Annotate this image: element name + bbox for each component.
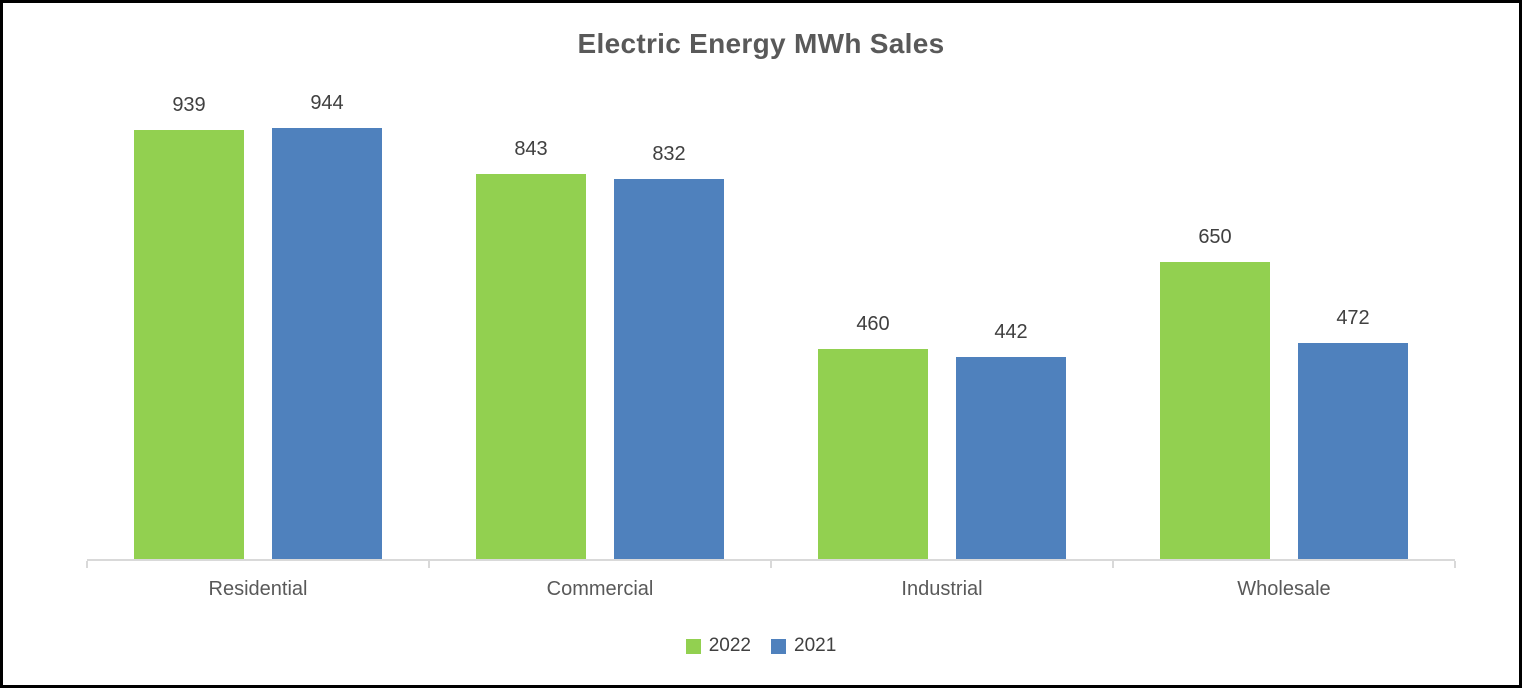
- bar-column-2021-residential: 944: [272, 92, 382, 559]
- bar-2022-commercial: [476, 174, 586, 559]
- bar-column-2021-industrial: 442: [956, 321, 1066, 559]
- legend-item-2022: 2022: [685, 635, 751, 657]
- bar-column-2021-wholesale: 472: [1298, 307, 1408, 559]
- bar-column-2022-residential: 939: [134, 94, 244, 559]
- data-label-2022-commercial: 843: [514, 138, 548, 160]
- category-group-wholesale: 650 472: [1113, 128, 1455, 559]
- bar-2021-commercial: [614, 179, 724, 559]
- category-label-wholesale: Wholesale: [1237, 578, 1331, 600]
- data-label-2021-industrial: 442: [994, 321, 1028, 343]
- chart-title: Electric Energy MWh Sales: [577, 28, 945, 59]
- data-label-2022-industrial: 460: [856, 313, 890, 335]
- plot-area: 939 944 843 832 460 442 650 472: [87, 92, 1455, 559]
- category-axis-labels: Residential Commercial Industrial Wholesale: [87, 578, 1455, 601]
- bar-column-2021-commercial: 832: [614, 143, 724, 559]
- bar-2022-wholesale: [1160, 262, 1270, 559]
- data-label-2021-residential: 944: [310, 92, 344, 114]
- category-label-residential: Residential: [208, 578, 308, 600]
- bar-2022-residential: [134, 130, 244, 559]
- legend-item-2021: 2021: [771, 635, 836, 657]
- legend-label: 2021: [794, 635, 837, 656]
- bar-2022-industrial: [818, 349, 928, 559]
- category-label-commercial: Commercial: [546, 578, 654, 600]
- x-axis-line: [86, 559, 1456, 568]
- data-label-2022-residential: 939: [172, 94, 206, 116]
- legend: 2022 2021: [3, 635, 1519, 657]
- axis-tick: [86, 561, 88, 568]
- bar-2021-residential: [272, 128, 382, 559]
- data-label-2021-commercial: 832: [652, 143, 686, 165]
- bar-column-2022-commercial: 843: [476, 138, 586, 559]
- category-group-residential: 939 944: [87, 92, 429, 559]
- axis-tick: [770, 561, 772, 568]
- axis-tick: [428, 561, 430, 568]
- bar-2021-industrial: [956, 357, 1066, 559]
- axis-tick: [1112, 561, 1114, 568]
- legend-label: 2022: [708, 635, 751, 656]
- axis-tick: [1454, 561, 1456, 568]
- legend-swatch-icon: [685, 638, 701, 654]
- category-label-industrial: Industrial: [901, 578, 983, 600]
- bar-2021-wholesale: [1298, 343, 1408, 559]
- bar-column-2022-wholesale: 650: [1160, 226, 1270, 559]
- category-group-industrial: 460 442: [771, 128, 1113, 559]
- legend-swatch-icon: [771, 638, 786, 654]
- category-group-commercial: 843 832: [429, 128, 771, 559]
- data-label-2022-wholesale: 650: [1198, 226, 1232, 248]
- data-label-2021-wholesale: 472: [1336, 307, 1370, 329]
- bar-column-2022-industrial: 460: [818, 313, 928, 559]
